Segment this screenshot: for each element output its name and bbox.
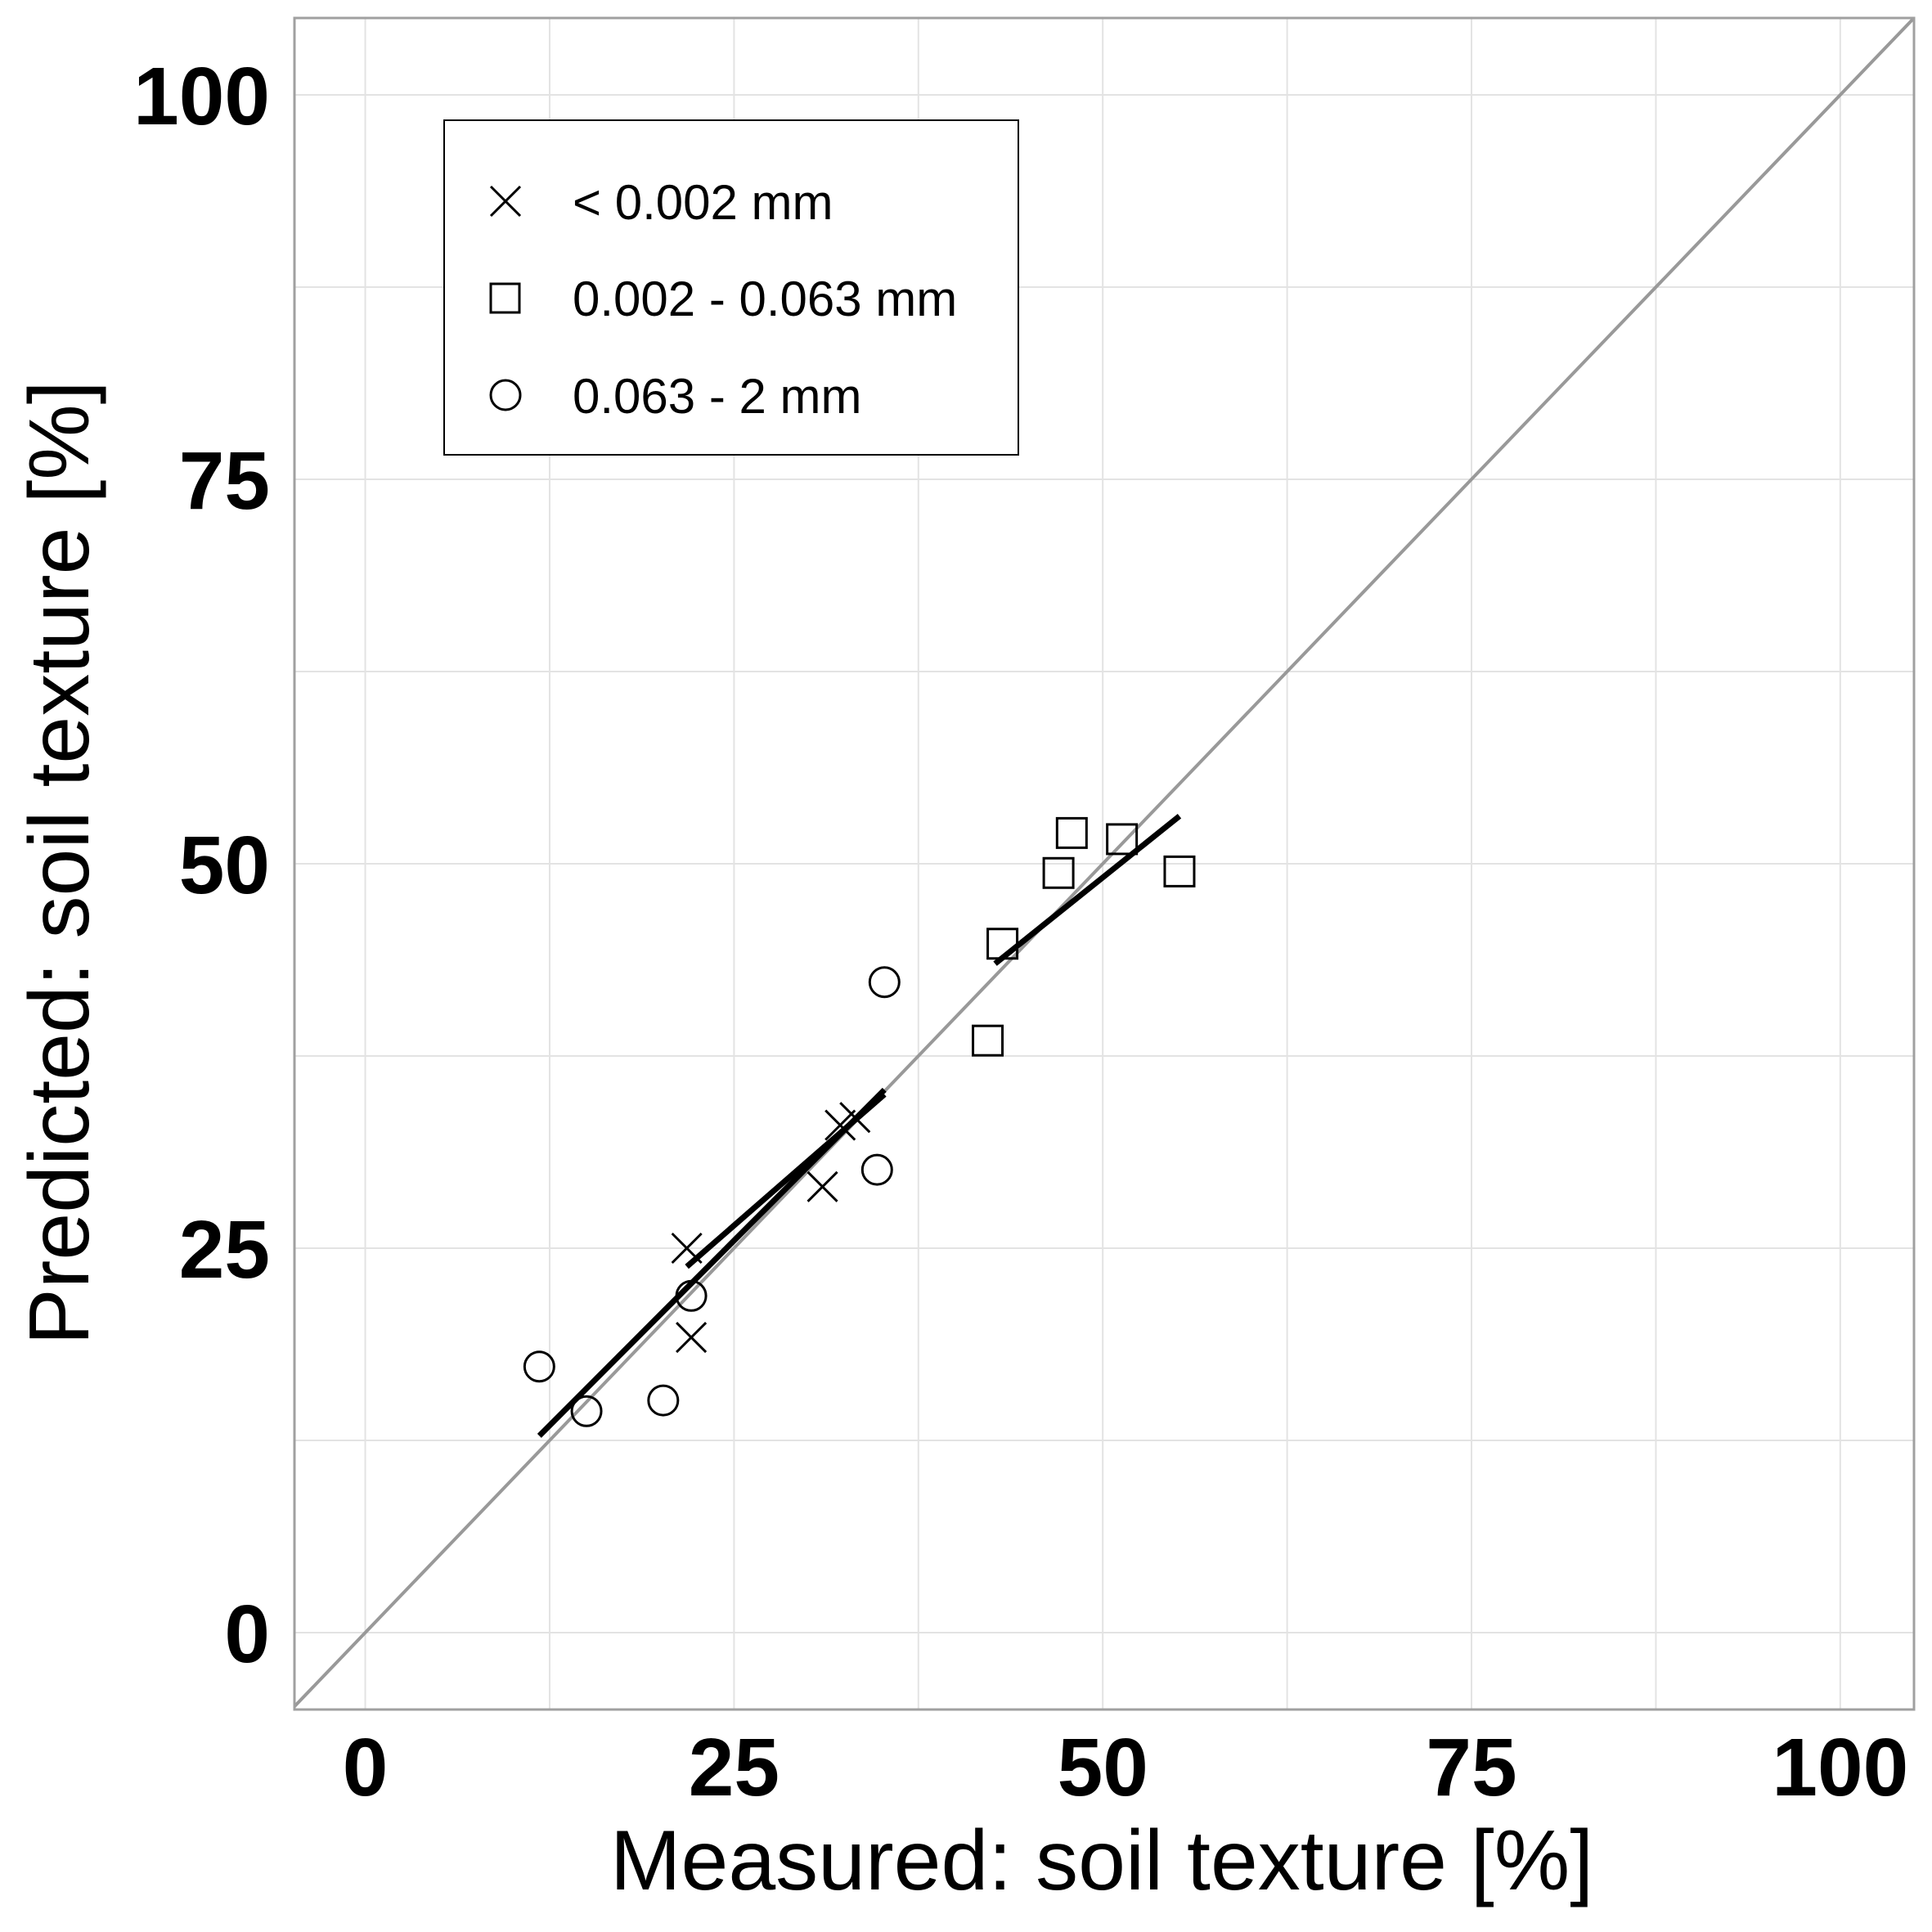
x-marker-stroke [824, 1109, 856, 1141]
legend-box [443, 119, 1019, 456]
x-tick-label: 50 [1058, 1722, 1148, 1813]
x-marker-point [671, 1232, 703, 1265]
x-marker-stroke [676, 1321, 708, 1354]
square-marker-point [972, 1024, 1004, 1057]
circle-marker-point [570, 1395, 603, 1427]
data-points [523, 816, 1196, 1427]
circle-marker-point [647, 1384, 680, 1417]
legend-item-sand: 0.063 - 2 mm [489, 369, 861, 424]
x-marker-point [676, 1321, 708, 1354]
x-axis-title: Measured: soil texture [%] [610, 1813, 1593, 1908]
plot-panel-border [293, 16, 1916, 1711]
legend: < 0.002 mm 0.002 - 0.063 mm 0.063 - 2 mm [443, 119, 1019, 456]
circle-marker-point [675, 1279, 708, 1312]
y-tick-label: 50 [179, 820, 270, 911]
fit-line-series-2 [537, 1087, 887, 1438]
fit-lines [537, 813, 1182, 1438]
y-axis-tick-labels: 0 25 50 75 100 [133, 51, 270, 1680]
legend-item-silt: 0.002 - 0.063 mm [489, 272, 957, 326]
square-marker-point [1042, 856, 1075, 889]
circle-marker-point [868, 966, 901, 999]
legend-circle-marker-icon [489, 379, 522, 411]
x-tick-label: 75 [1426, 1722, 1516, 1813]
legend-label-sand: 0.063 - 2 mm [573, 369, 861, 424]
square-marker-point [986, 928, 1019, 960]
circle-marker-point [860, 1153, 893, 1186]
legend-label-silt: 0.002 - 0.063 mm [573, 272, 957, 326]
y-tick-label: 0 [224, 1588, 270, 1680]
square-marker-point [1055, 816, 1088, 849]
x-tick-label: 25 [689, 1722, 780, 1813]
circle-marker-point [523, 1350, 555, 1383]
y-tick-label: 75 [179, 435, 270, 527]
x-marker-point [839, 1102, 871, 1134]
legend-square-marker-icon [489, 282, 521, 314]
x-marker-point [806, 1170, 838, 1202]
identity-line [293, 16, 1916, 1708]
square-marker-point [1106, 823, 1139, 856]
x-marker-point [824, 1109, 856, 1141]
x-tick-label: 0 [343, 1722, 389, 1813]
x-marker-stroke [671, 1232, 703, 1265]
fit-line-series-1 [993, 813, 1182, 966]
y-tick-label: 25 [179, 1204, 270, 1296]
y-axis-title: Predicted: soil texture [%] [12, 380, 107, 1345]
x-tick-label: 100 [1772, 1722, 1908, 1813]
y-tick-label: 100 [133, 51, 270, 142]
legend-x-marker-icon [489, 185, 522, 218]
x-marker-stroke [839, 1102, 871, 1134]
x-axis-tick-labels: 0 25 50 75 100 [343, 1722, 1909, 1813]
legend-item-clay: < 0.002 mm [489, 175, 833, 230]
x-marker-stroke [806, 1170, 838, 1202]
legend-label-clay: < 0.002 mm [573, 175, 833, 230]
square-marker-point [1163, 855, 1196, 887]
